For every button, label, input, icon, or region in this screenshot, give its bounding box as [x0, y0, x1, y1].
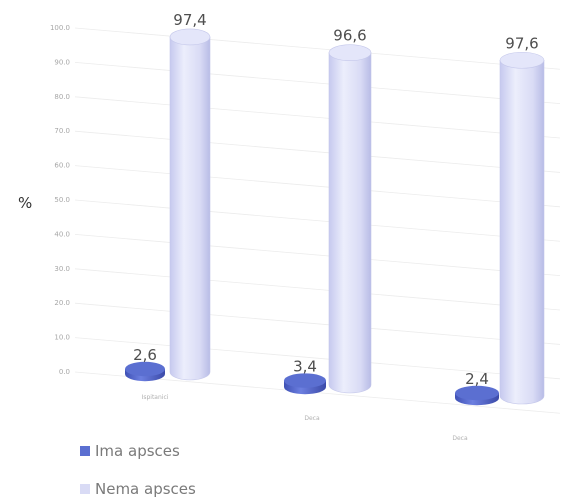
data-label-ima-apsces: 2,4 — [465, 370, 489, 388]
legend-swatch-ima-apsces — [80, 446, 90, 456]
bar-nema-apsces — [499, 51, 545, 405]
gridline — [74, 234, 561, 277]
bar-ima-apsces — [455, 385, 499, 406]
data-label-nema-apsces: 97,6 — [505, 34, 538, 52]
gridline — [74, 337, 561, 380]
y-tick-label: 60.0 — [54, 162, 70, 170]
gridline — [74, 199, 561, 242]
legend-swatch-nema-apsces — [80, 484, 90, 494]
x-axis-categories: Ispitanici Deca Deca — [142, 394, 468, 442]
y-tick-label: 70.0 — [54, 127, 70, 135]
y-tick-label: 10.0 — [54, 334, 70, 342]
y-tick-label: 40.0 — [54, 230, 70, 238]
legend-label-nema-apsces: Nema apsces — [95, 480, 196, 498]
legend: Ima apsces Nema apsces — [80, 442, 196, 498]
bar-nema-apsces — [169, 28, 211, 381]
y-tick-label: 100.0 — [50, 24, 70, 32]
bars — [125, 28, 545, 406]
gridline — [74, 27, 561, 70]
y-tick-label: 80.0 — [54, 93, 70, 101]
y-tick-label: 90.0 — [54, 58, 70, 66]
legend-label-ima-apsces: Ima apsces — [95, 442, 180, 460]
data-label-ima-apsces: 3,4 — [293, 358, 317, 376]
data-label-nema-apsces: 97,4 — [173, 11, 206, 29]
gridline — [74, 165, 561, 208]
gridline — [74, 96, 561, 139]
y-tick-label: 0.0 — [59, 368, 70, 376]
bar-nema-apsces — [328, 44, 372, 394]
x-category-label: Ispitanici — [142, 394, 169, 401]
bar-ima-apsces — [125, 361, 165, 382]
gridline — [74, 268, 561, 311]
x-category-label: Deca — [304, 415, 320, 422]
y-axis-ticks: 100.0 90.0 80.0 70.0 60.0 50.0 40.0 30.0 20.0 10.… — [50, 24, 70, 376]
gridline — [74, 130, 561, 173]
bar-ima-apsces — [284, 373, 326, 395]
y-tick-label: 50.0 — [54, 196, 70, 204]
gridline — [74, 62, 561, 105]
y-tick-label: 30.0 — [54, 265, 70, 273]
data-label-nema-apsces: 96,6 — [333, 27, 366, 45]
data-labels: 97,4 2,6 96,6 3,4 97,6 2,4 — [133, 11, 539, 388]
y-axis-label: % — [18, 194, 32, 212]
x-category-label: Deca — [452, 435, 468, 442]
gridline — [74, 302, 561, 345]
data-label-ima-apsces: 2,6 — [133, 346, 157, 364]
y-tick-label: 20.0 — [54, 299, 70, 307]
